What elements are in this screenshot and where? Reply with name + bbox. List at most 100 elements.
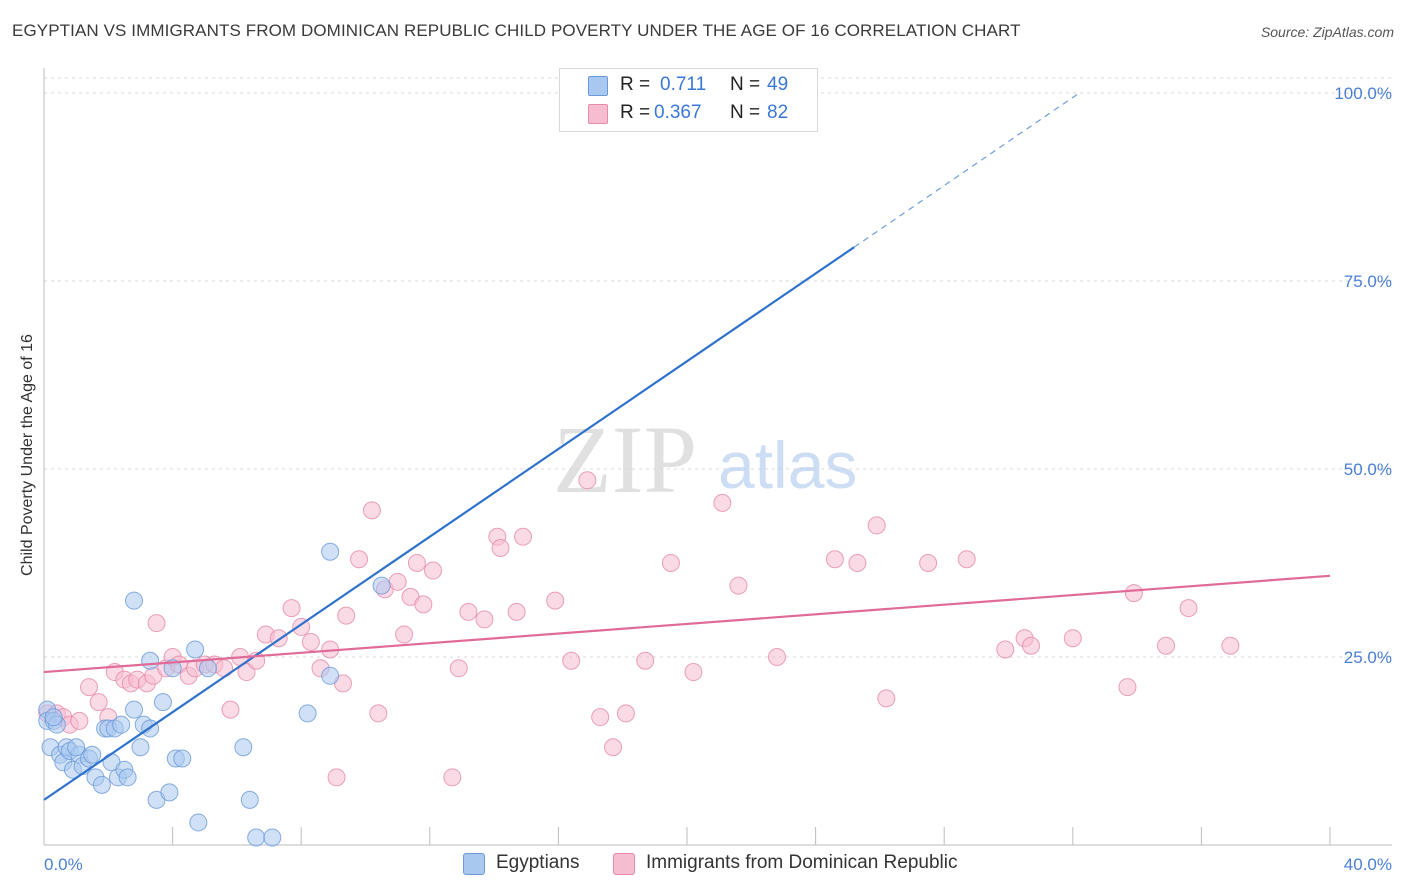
egyptian-point <box>321 542 340 561</box>
dominican-point <box>996 640 1015 659</box>
egyptian-point <box>186 640 205 659</box>
dominican-point <box>1022 636 1041 655</box>
dominican-point <box>362 501 381 520</box>
dominican-point <box>1063 629 1082 648</box>
egyptian-point <box>189 813 208 832</box>
legend-n-value: 82 <box>767 102 789 123</box>
dominican-point <box>475 610 494 629</box>
tick-labels: 25.0% 50.0% 75.0% 100.0% 0.0% 40.0% <box>44 84 1392 874</box>
legend-swatch-blue <box>588 76 608 96</box>
legend-r-value: 0.367 <box>654 102 702 123</box>
dominican-point <box>591 708 610 727</box>
dominican-point <box>1118 678 1137 697</box>
egyptian-point <box>198 659 217 678</box>
correlation-legend: R = 0.711 N = 49 R = 0.367 N = 82 <box>559 68 818 132</box>
dominican-point <box>147 614 166 633</box>
egyptian-point <box>92 775 111 794</box>
egyptian-point <box>160 783 179 802</box>
data-points <box>38 471 1240 847</box>
egyptian-trend-line <box>43 246 855 801</box>
egyptian-point <box>112 715 131 734</box>
dominican-point <box>877 689 896 708</box>
dominican-point <box>327 768 346 787</box>
dominican-point <box>1179 599 1198 618</box>
x-tick-label: 40.0% <box>1344 855 1392 874</box>
egyptian-point <box>247 828 266 847</box>
dominican-point <box>848 554 867 573</box>
dominican-point <box>514 527 533 546</box>
watermark-atlas: atlas <box>718 428 857 502</box>
dominican-point <box>282 599 301 618</box>
legend-swatch-pink <box>613 853 635 875</box>
egyptian-point <box>173 749 192 768</box>
y-tick-label: 50.0% <box>1344 460 1392 479</box>
egyptian-point <box>118 768 137 787</box>
legend-n-label: N = <box>730 74 761 95</box>
dominican-point <box>867 516 886 535</box>
legend-swatch-pink <box>588 104 608 124</box>
legend-r-label: R = <box>620 74 651 95</box>
gridlines <box>44 77 1392 658</box>
dominican-point <box>825 550 844 569</box>
egyptian-point <box>298 704 317 723</box>
egyptian-point <box>67 738 86 757</box>
egyptian-point <box>321 666 340 685</box>
dominican-point <box>1157 636 1176 655</box>
dominican-point <box>369 704 388 723</box>
dominican-point <box>388 572 407 591</box>
y-tick-label: 25.0% <box>1344 648 1392 667</box>
dominican-point <box>768 648 787 667</box>
dominican-trend-line <box>43 574 1331 674</box>
dominican-point <box>70 711 89 730</box>
egyptian-point <box>240 790 259 809</box>
dominican-point <box>89 693 108 712</box>
egyptian-point <box>125 700 144 719</box>
egyptian-point <box>263 828 282 847</box>
legend-label-egyptians: Egyptians <box>496 852 580 873</box>
dominican-point <box>661 554 680 573</box>
egyptian-trend-extension <box>853 92 1080 248</box>
dominican-point <box>604 738 623 757</box>
dominican-point <box>546 591 565 610</box>
chart-title: EGYPTIAN VS IMMIGRANTS FROM DOMINICAN RE… <box>12 21 1021 40</box>
legend-r-label: R = <box>620 102 651 123</box>
dominican-point <box>449 659 468 678</box>
dominican-point <box>919 554 938 573</box>
dominican-point <box>578 471 597 490</box>
legend-row-dominican: R = 0.367 N = 82 <box>560 101 817 127</box>
legend-n-label: N = <box>730 102 761 123</box>
egyptian-point <box>372 576 391 595</box>
egyptian-point <box>125 591 144 610</box>
dominican-point <box>729 576 748 595</box>
egyptian-point <box>153 693 172 712</box>
dominican-point <box>1221 636 1240 655</box>
dominican-point <box>459 602 478 621</box>
source-credit: Source: ZipAtlas.com <box>1260 24 1394 40</box>
dominican-point <box>301 632 320 651</box>
egyptian-point <box>141 651 160 670</box>
legend-row-egyptians: R = 0.711 N = 49 <box>560 73 817 99</box>
watermark: ZIP <box>553 406 697 513</box>
dominican-point <box>443 768 462 787</box>
egyptian-point <box>44 708 63 727</box>
dominican-point <box>337 606 356 625</box>
egyptian-point <box>83 745 102 764</box>
dominican-point <box>221 700 240 719</box>
y-tick-label: 75.0% <box>1344 272 1392 291</box>
dominican-point <box>562 651 581 670</box>
dominican-point <box>407 554 426 573</box>
trend-lines <box>43 92 1331 801</box>
dominican-point <box>713 493 732 512</box>
egyptian-point <box>131 738 150 757</box>
x-tick-label: 0.0% <box>44 855 83 874</box>
y-tick-label: 100.0% <box>1334 84 1392 103</box>
dominican-point <box>350 550 369 569</box>
dominican-point <box>636 651 655 670</box>
legend-n-value: 49 <box>767 74 789 95</box>
dominican-point <box>684 663 703 682</box>
series-legend: Egyptians Immigrants from Dominican Repu… <box>0 852 1406 878</box>
dominican-point <box>507 602 526 621</box>
dominican-point <box>616 704 635 723</box>
dominican-point <box>80 678 99 697</box>
